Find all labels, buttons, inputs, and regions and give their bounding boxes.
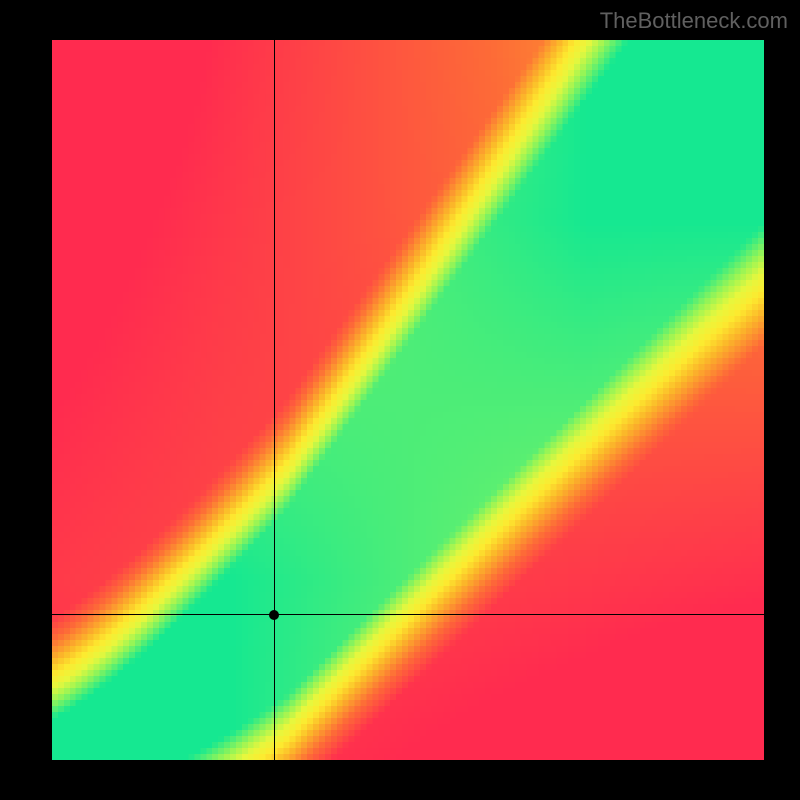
crosshair-vertical bbox=[274, 40, 275, 760]
chart-container: TheBottleneck.com bbox=[0, 0, 800, 800]
crosshair-marker bbox=[269, 610, 279, 620]
crosshair-horizontal bbox=[52, 614, 764, 615]
heatmap-plot-area bbox=[52, 40, 764, 760]
watermark-text: TheBottleneck.com bbox=[600, 8, 788, 34]
heatmap-canvas bbox=[52, 40, 764, 760]
